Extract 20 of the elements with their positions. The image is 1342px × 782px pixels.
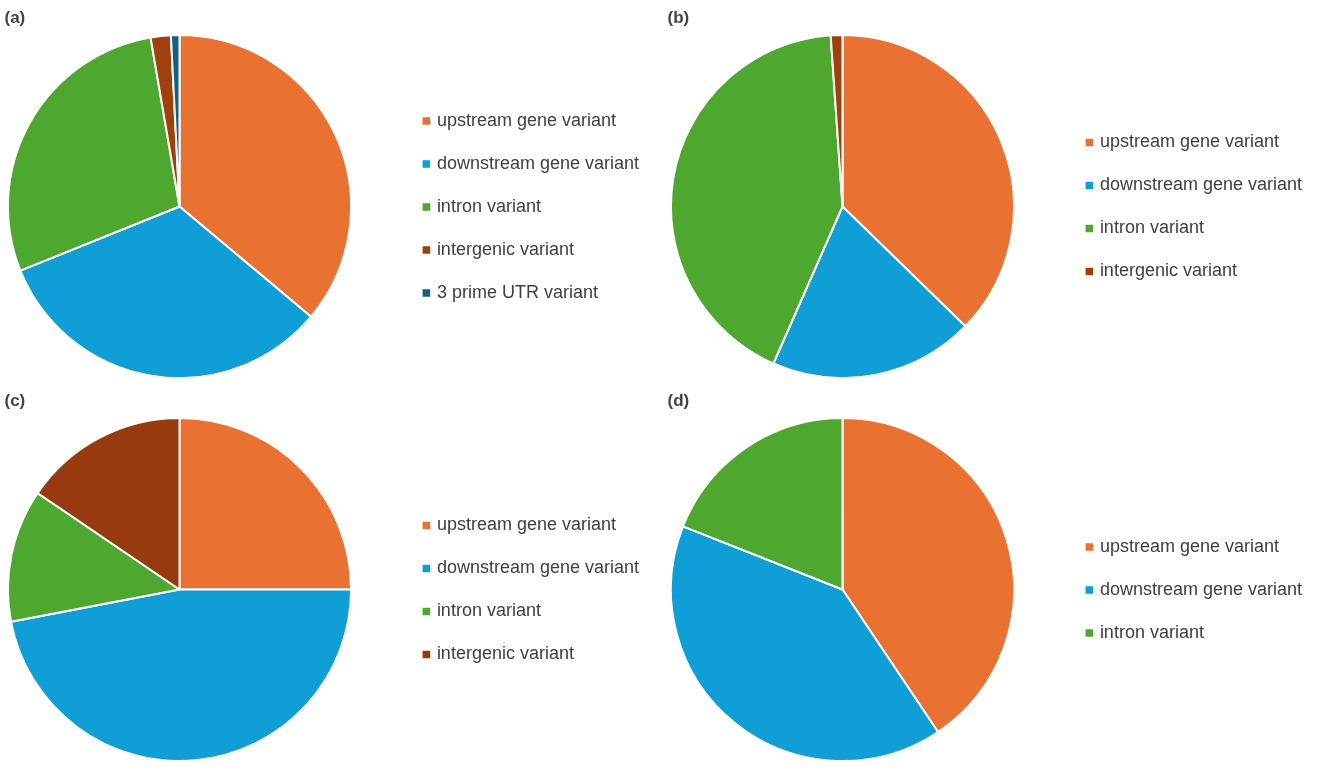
legend-label: upstream gene variant (1099, 535, 1279, 557)
legend-label: intergenic variant (436, 643, 574, 664)
legend-label: downstream gene variant (436, 152, 639, 174)
chart-title: (c) (4, 390, 26, 410)
legend-label: upstream gene variant (1099, 131, 1279, 152)
legend-label: intron variant (436, 195, 541, 217)
chart-title: (a) (4, 7, 26, 27)
legend-label: upstream gene variant (436, 514, 616, 535)
legend-label: downstream gene variant (1099, 174, 1302, 195)
legend-label: intergenic variant (436, 238, 574, 260)
legend-label: intron variant (436, 600, 541, 621)
chart-title: (d) (667, 390, 690, 410)
legend-label: intron variant (1099, 217, 1204, 238)
legend-label: upstream gene variant (436, 109, 616, 131)
legend-label: downstream gene variant (1099, 578, 1302, 600)
legend-label: downstream gene variant (436, 557, 639, 578)
chart-title: (b) (667, 7, 690, 27)
legend-label: intergenic variant (1099, 260, 1237, 281)
legend-label: intron variant (1099, 621, 1204, 643)
legend-label: 3 prime UTR variant (436, 281, 598, 303)
